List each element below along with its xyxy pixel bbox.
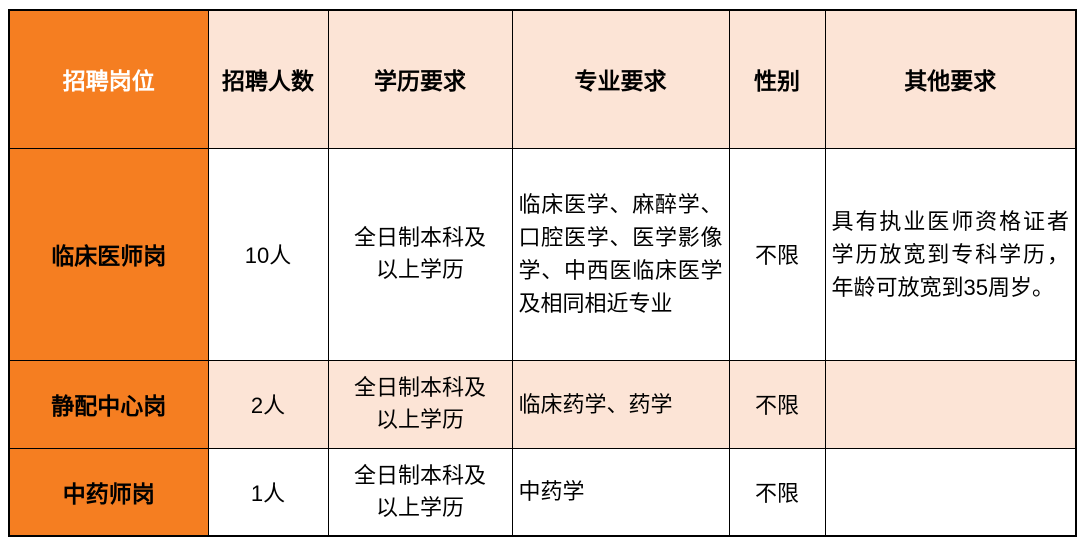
cell-education: 全日制本科及以上学历 bbox=[327, 147, 513, 361]
cell-headcount: 1人 bbox=[207, 447, 329, 537]
cell-education: 全日制本科及以上学历 bbox=[327, 447, 513, 537]
header-cell-position: 招聘岗位 bbox=[8, 9, 209, 149]
cell-position: 临床医师岗 bbox=[8, 147, 209, 361]
cell-major: 临床药学、药学 bbox=[511, 359, 730, 449]
cell-gender: 不限 bbox=[728, 359, 826, 449]
recruitment-table: 招聘岗位 招聘人数 学历要求 专业要求 性别 其他要求 临床医师岗 10人 全日… bbox=[8, 9, 1077, 537]
table-row-tcm-pharmacist: 中药师岗 1人 全日制本科及以上学历 中药学 不限 bbox=[8, 447, 1077, 537]
cell-gender: 不限 bbox=[728, 447, 826, 537]
cell-gender: 不限 bbox=[728, 147, 826, 361]
header-cell-headcount: 招聘人数 bbox=[207, 9, 329, 149]
cell-position: 中药师岗 bbox=[8, 447, 209, 537]
cell-major: 中药学 bbox=[511, 447, 730, 537]
cell-education: 全日制本科及以上学历 bbox=[327, 359, 513, 449]
table-row-iv-admixture-center: 静配中心岗 2人 全日制本科及以上学历 临床药学、药学 不限 bbox=[8, 359, 1077, 449]
header-cell-other: 其他要求 bbox=[824, 9, 1077, 149]
cell-position: 静配中心岗 bbox=[8, 359, 209, 449]
header-cell-major: 专业要求 bbox=[511, 9, 730, 149]
cell-headcount: 10人 bbox=[207, 147, 329, 361]
table-row-clinical-physician: 临床医师岗 10人 全日制本科及以上学历 临床医学、麻醉学、口腔医学、医学影像学… bbox=[8, 147, 1077, 361]
table-header-row: 招聘岗位 招聘人数 学历要求 专业要求 性别 其他要求 bbox=[8, 9, 1077, 149]
header-cell-education: 学历要求 bbox=[327, 9, 513, 149]
header-cell-gender: 性别 bbox=[728, 9, 826, 149]
cell-other bbox=[824, 359, 1077, 449]
cell-other bbox=[824, 447, 1077, 537]
cell-other: 具有执业医师资格证者学历放宽到专科学历，年龄可放宽到35周岁。 bbox=[824, 147, 1077, 361]
cell-major: 临床医学、麻醉学、口腔医学、医学影像学、中西医临床医学及相同相近专业 bbox=[511, 147, 730, 361]
cell-headcount: 2人 bbox=[207, 359, 329, 449]
